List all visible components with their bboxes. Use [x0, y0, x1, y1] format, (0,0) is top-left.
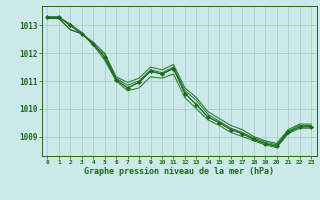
- X-axis label: Graphe pression niveau de la mer (hPa): Graphe pression niveau de la mer (hPa): [84, 167, 274, 176]
